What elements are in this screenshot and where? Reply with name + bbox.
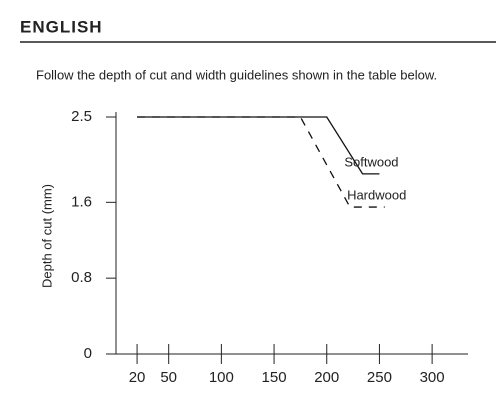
y-axis-label: Depth of cut (mm) bbox=[39, 184, 54, 288]
series-line bbox=[137, 116, 385, 208]
header-title: ENGLISH bbox=[20, 17, 103, 36]
x-tick-label: 150 bbox=[262, 369, 287, 386]
y-tick-label: 1.6 bbox=[71, 193, 92, 210]
x-tick-label: 50 bbox=[160, 369, 177, 386]
x-tick-label: 20 bbox=[129, 369, 146, 386]
y-tick-label: 0.8 bbox=[71, 269, 92, 286]
intro-text: Follow the depth of cut and width guidel… bbox=[36, 67, 437, 82]
x-tick-label: 300 bbox=[420, 369, 445, 386]
x-tick-label: 200 bbox=[314, 369, 339, 386]
x-tick-label: 100 bbox=[209, 369, 234, 386]
y-tick-label: 2.5 bbox=[71, 108, 92, 125]
x-tick-label: 250 bbox=[367, 369, 392, 386]
series-line bbox=[137, 116, 380, 175]
series-label: Hardwood bbox=[347, 187, 406, 202]
y-tick-label: 0 bbox=[84, 345, 92, 362]
series-label: Softwood bbox=[344, 154, 398, 169]
